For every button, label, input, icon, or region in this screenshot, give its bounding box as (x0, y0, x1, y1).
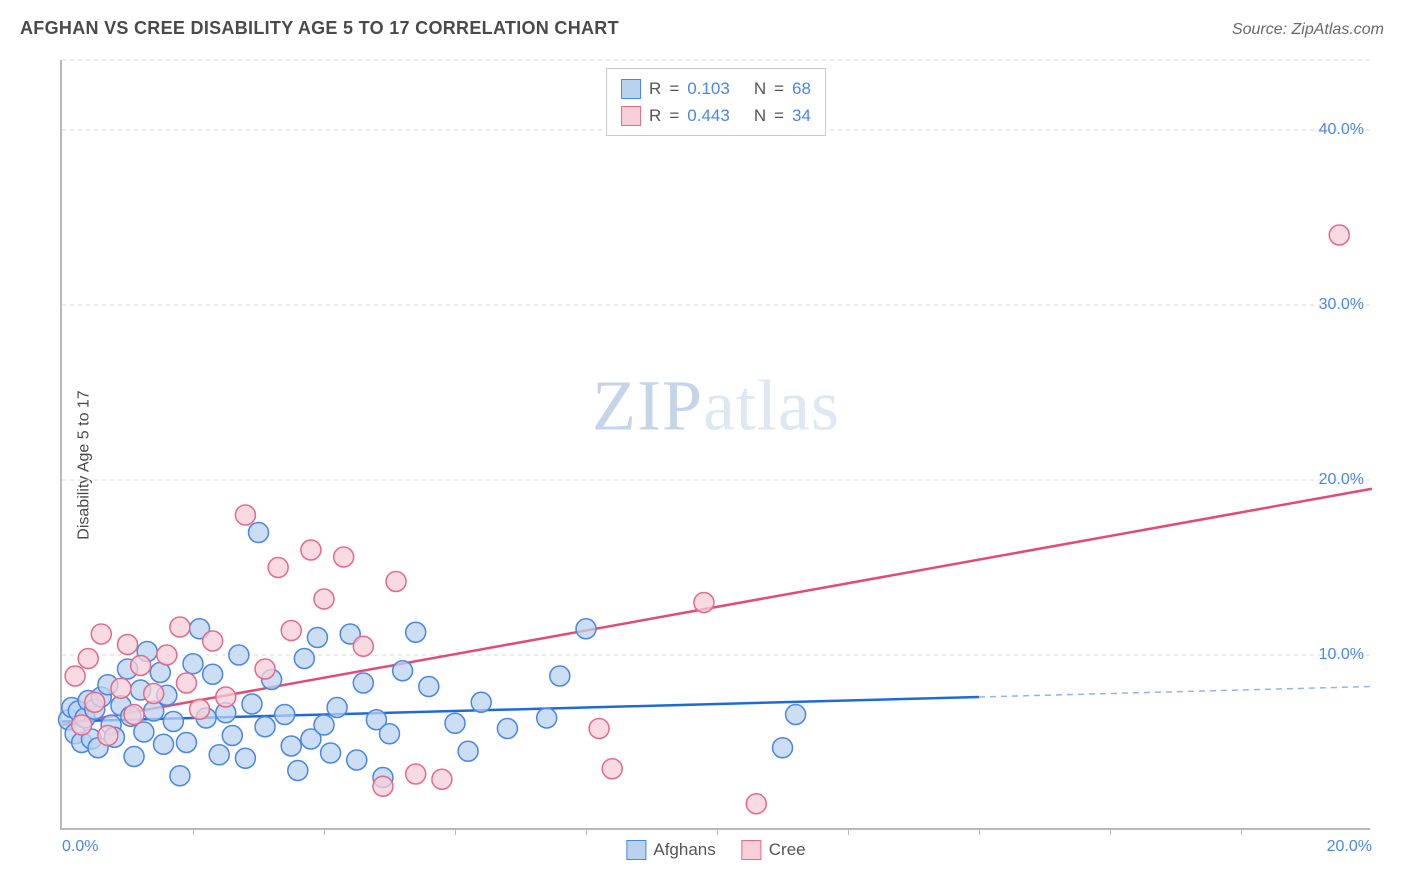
n-value-afghans: 68 (792, 75, 811, 102)
chart-header: AFGHAN VS CREE DISABILITY AGE 5 TO 17 CO… (0, 0, 1406, 45)
chart-title: AFGHAN VS CREE DISABILITY AGE 5 TO 17 CO… (20, 18, 619, 39)
swatch-afghans (621, 79, 641, 99)
x-tick-label: 0.0% (62, 838, 98, 856)
correlation-legend: R = 0.103 N = 68 R = 0.443 N = 34 (606, 68, 826, 136)
legend-item-afghans: Afghans (626, 840, 715, 860)
legend-row-afghans: R = 0.103 N = 68 (621, 75, 811, 102)
x-tick-label: 20.0% (1327, 838, 1372, 856)
plot-region: ZIPatlas R = 0.103 N = 68 R = 0.443 N (60, 60, 1370, 830)
legend-item-cree: Cree (742, 840, 806, 860)
swatch-cree (621, 106, 641, 126)
swatch-cree-bottom (742, 840, 762, 860)
r-value-afghans: 0.103 (687, 75, 730, 102)
y-tick-label: 30.0% (1319, 296, 1364, 314)
y-tick-label: 10.0% (1319, 646, 1364, 664)
n-value-cree: 34 (792, 102, 811, 129)
swatch-afghans-bottom (626, 840, 646, 860)
r-value-cree: 0.443 (687, 102, 730, 129)
legend-row-cree: R = 0.443 N = 34 (621, 102, 811, 129)
chart-area: Disability Age 5 to 17 ZIPatlas R = 0.10… (20, 50, 1386, 880)
y-tick-label: 20.0% (1319, 471, 1364, 489)
y-tick-label: 40.0% (1319, 121, 1364, 139)
chart-source: Source: ZipAtlas.com (1232, 21, 1384, 39)
series-legend: Afghans Cree (626, 840, 805, 860)
points-layer (62, 60, 1370, 828)
